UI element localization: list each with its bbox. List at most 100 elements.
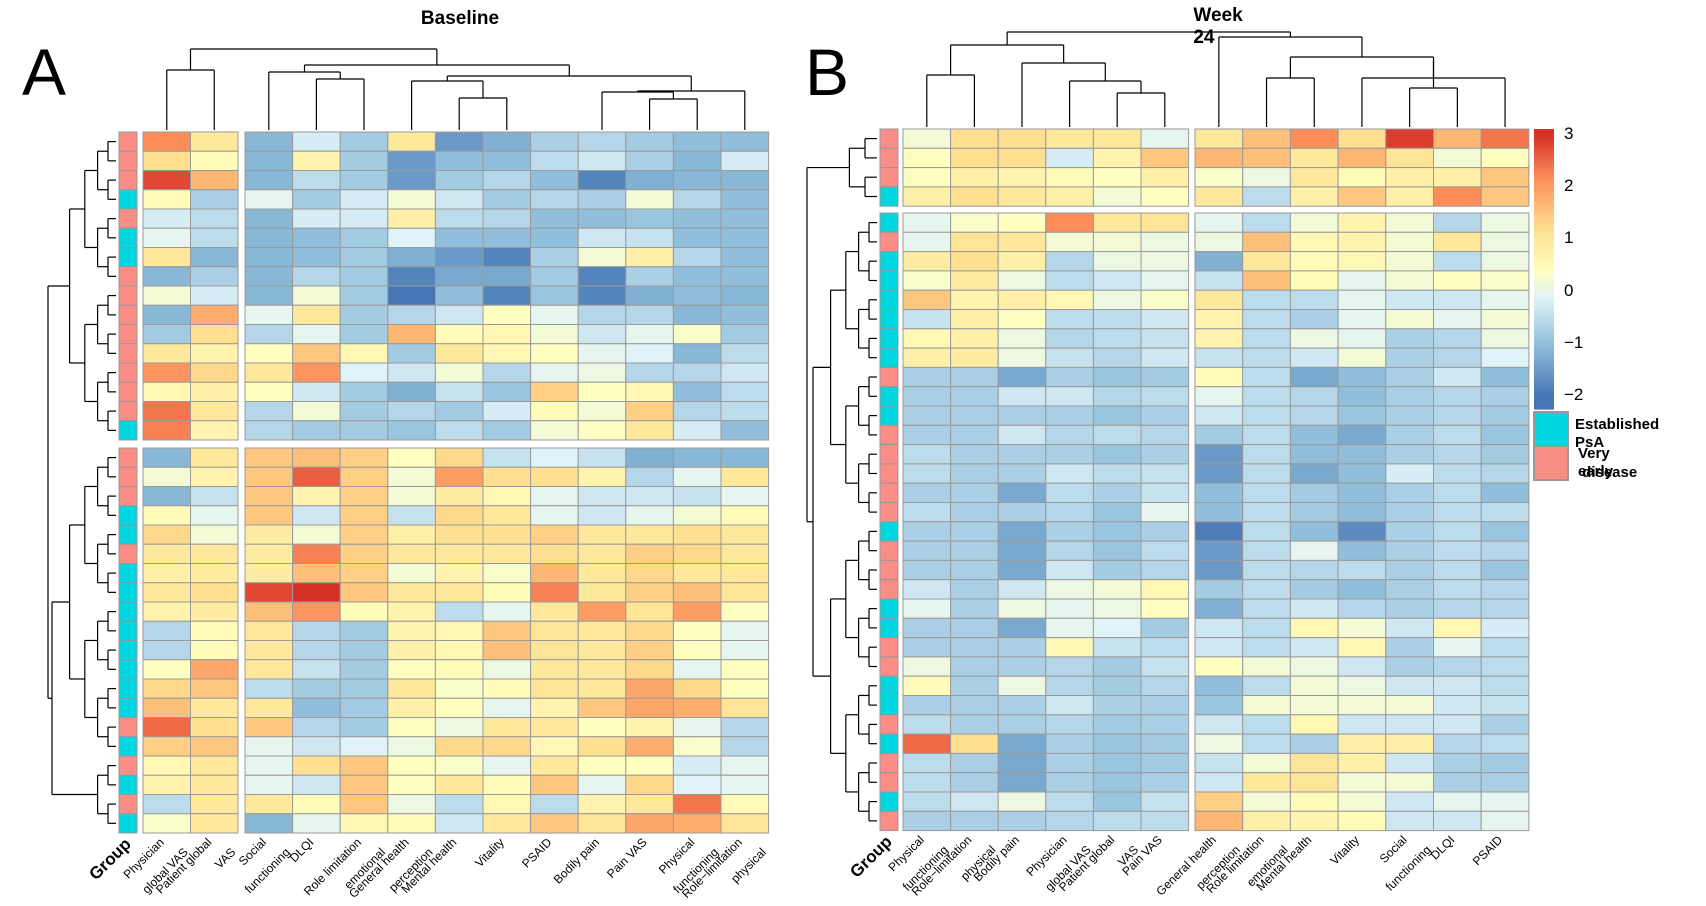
heatmap-cell <box>1385 212 1435 233</box>
heatmap-cell <box>1092 752 1142 774</box>
heatmap-cell <box>577 736 627 757</box>
heatmap-cell <box>142 678 191 699</box>
heatmap-cell <box>244 697 294 718</box>
colorbar-segment <box>1534 150 1554 155</box>
heatmap-cell <box>672 505 722 526</box>
heatmap-cell <box>339 486 389 507</box>
heatmap-cell <box>672 486 722 507</box>
heatmap-cell <box>244 466 294 487</box>
heatmap-cell <box>339 189 389 210</box>
heatmap-cell <box>625 170 674 191</box>
heatmap-cell <box>482 582 532 603</box>
heatmap-cell <box>1385 482 1435 504</box>
heatmap-cell <box>1140 695 1190 716</box>
heatmap-cell <box>1194 167 1244 188</box>
heatmap-cell <box>577 486 627 507</box>
heatmap-cell <box>190 247 239 268</box>
heatmap-cell <box>902 675 952 697</box>
heatmap-cell <box>1242 463 1291 484</box>
heatmap-cell <box>1385 772 1435 793</box>
heatmap-cell <box>1140 733 1190 754</box>
heatmap-cell <box>1045 212 1094 233</box>
group-annotation-cell <box>879 186 899 207</box>
heatmap-cell <box>997 656 1047 677</box>
heatmap-cell <box>1092 270 1142 291</box>
group-annotation-cell <box>879 540 899 561</box>
heatmap-cell <box>292 563 341 584</box>
heatmap-cell <box>530 640 579 661</box>
heatmap-cell <box>902 695 952 716</box>
group-annotation-cell <box>118 362 138 383</box>
heatmap-cell <box>482 189 532 210</box>
heatmap-cell <box>1194 328 1244 349</box>
heatmap-cell <box>1194 482 1244 504</box>
heatmap-cell <box>1480 637 1530 658</box>
colorbar-segment <box>1534 206 1554 211</box>
heatmap-cell <box>1337 270 1387 291</box>
colorbar-segment <box>1534 367 1554 372</box>
heatmap-cell <box>482 678 532 699</box>
heatmap-cell <box>292 208 341 229</box>
heatmap-cell <box>190 697 239 718</box>
heatmap-cell <box>339 247 389 268</box>
heatmap-cell <box>434 381 484 402</box>
heatmap-cell <box>950 231 999 253</box>
heatmap-cell <box>1045 598 1094 619</box>
heatmap-cell <box>190 505 239 526</box>
heatmap-cell <box>1385 424 1435 446</box>
heatmap-cell <box>434 543 484 564</box>
column-label: PSAID <box>1470 833 1506 869</box>
heatmap-cell <box>339 678 389 699</box>
heatmap-cell <box>142 505 191 526</box>
heatmap-cell <box>1045 695 1094 716</box>
colorbar-segment <box>1534 213 1554 218</box>
heatmap-cell <box>434 582 484 603</box>
heatmap-cell <box>577 678 627 699</box>
group-annotation-cell <box>118 420 138 441</box>
heatmap-cell <box>142 189 191 210</box>
heatmap-cell <box>530 324 579 345</box>
heatmap-cell <box>1337 733 1387 754</box>
heatmap-cell <box>577 774 627 795</box>
heatmap-cell <box>142 447 191 468</box>
heatmap-cell <box>530 170 579 191</box>
heatmap-cell <box>720 774 770 795</box>
heatmap-cell <box>1289 251 1339 272</box>
heatmap-cell <box>997 540 1047 561</box>
heatmap-cell <box>672 736 722 757</box>
heatmap-cell <box>1337 502 1387 523</box>
heatmap-cell <box>530 774 579 795</box>
heatmap-cell <box>142 697 191 718</box>
colorbar-segment <box>1534 283 1554 288</box>
heatmap-cell <box>1140 810 1190 832</box>
heatmap-cell <box>434 227 484 248</box>
heatmap-cell <box>577 505 627 526</box>
heatmap-cell <box>1092 386 1142 407</box>
heatmap-cell <box>720 208 770 229</box>
heatmap-cell <box>625 401 674 422</box>
heatmap-cell <box>950 444 999 465</box>
heatmap-cell <box>482 466 532 487</box>
heatmap-cell <box>672 266 722 287</box>
group-annotation-cell <box>118 601 138 622</box>
colorbar-segment <box>1534 307 1554 312</box>
heatmap-cell <box>720 150 770 171</box>
heatmap-cell <box>190 659 239 680</box>
heatmap-cell <box>434 150 484 171</box>
heatmap-cell <box>720 131 770 152</box>
group-annotation-cell <box>879 656 899 677</box>
colorbar-segment <box>1534 384 1554 389</box>
group-annotation-cell <box>118 189 138 210</box>
heatmap-cell <box>997 405 1047 426</box>
heatmap-cell <box>1433 598 1482 619</box>
heatmap-cell <box>530 381 579 402</box>
heatmap-cell <box>339 362 389 383</box>
heatmap-cell <box>434 524 484 545</box>
heatmap-cell <box>1289 791 1339 812</box>
heatmap-cell <box>190 466 239 487</box>
heatmap-cell <box>1337 186 1387 207</box>
heatmap-cell <box>1385 167 1435 188</box>
heatmap-cell <box>1045 289 1094 311</box>
heatmap-cell <box>1433 810 1482 832</box>
heatmap-cell <box>1385 521 1435 542</box>
